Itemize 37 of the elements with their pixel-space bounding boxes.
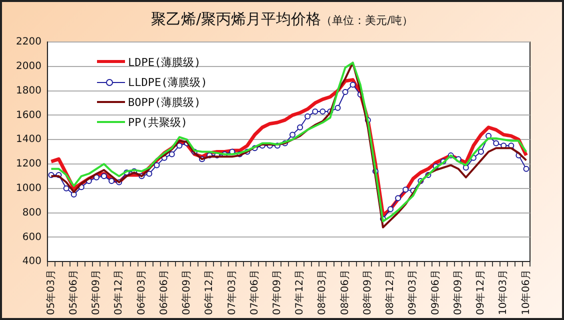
y-tick-label: 1800 xyxy=(16,85,42,96)
x-tick-label: 09年03月 xyxy=(406,270,419,316)
x-tick-label: 05年03月 xyxy=(44,270,57,316)
legend-label: LLDPE(薄膜级) xyxy=(128,74,208,90)
x-tick-label: 08年09月 xyxy=(361,270,374,316)
chart-subtitle: （单位：美元/吨） xyxy=(321,14,413,27)
x-tick-label: 08年06月 xyxy=(338,270,351,316)
legend-label: BOPP(薄膜级) xyxy=(128,94,201,110)
x-tick-label: 07年09月 xyxy=(271,270,284,316)
y-tick-label: 2000 xyxy=(16,60,42,72)
y-tick-label: 1400 xyxy=(16,134,42,146)
x-tick-label: 09年06月 xyxy=(429,270,442,316)
x-tick-label: 07年03月 xyxy=(226,270,238,316)
x-tick-label: 07年12月 xyxy=(294,270,306,316)
x-tick-label: 06年09月 xyxy=(180,270,193,316)
x-tick-label: 05年09月 xyxy=(90,270,102,316)
x-tick-label: 05年12月 xyxy=(112,270,125,316)
x-tick-label: 10年06月 xyxy=(520,270,532,316)
y-tick-label: 400 xyxy=(22,256,42,268)
y-tick-label: 2200 xyxy=(16,36,42,48)
x-tick-label: 09年12月 xyxy=(474,270,487,316)
y-tick-label: 600 xyxy=(22,232,42,243)
y-tick-label: 1200 xyxy=(16,158,42,170)
x-tick-label: 06年12月 xyxy=(203,270,216,316)
x-tick-label: 09年09月 xyxy=(452,270,464,316)
y-tick-label: 1600 xyxy=(16,110,42,121)
x-tick-label: 06年06月 xyxy=(158,270,170,316)
x-tick-label: 08年12月 xyxy=(384,270,396,316)
x-tick-label: 05年06月 xyxy=(67,270,80,316)
x-tick-label: 10年03月 xyxy=(497,270,510,316)
x-tick-label: 06年03月 xyxy=(135,270,148,316)
y-tick-label: 800 xyxy=(22,207,42,218)
legend-label: LDPE(薄膜级) xyxy=(128,54,201,70)
y-tick-label: 1000 xyxy=(16,182,42,194)
x-tick-label: 08年03月 xyxy=(316,270,328,316)
legend-label: PP(共聚级) xyxy=(128,114,188,130)
x-tick-label: 07年06月 xyxy=(248,270,260,316)
